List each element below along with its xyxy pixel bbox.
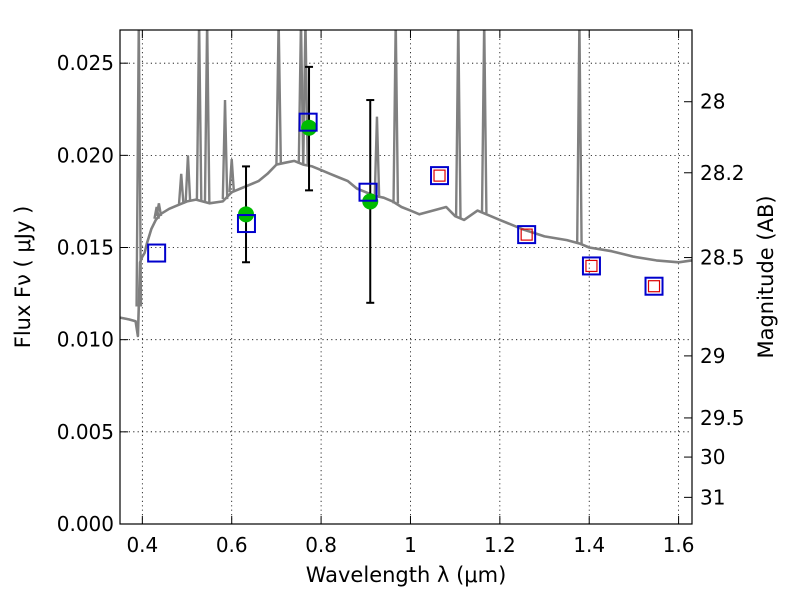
emission-line: [575, 30, 583, 244]
model-photometry-square: [298, 112, 318, 132]
emission-line: [195, 30, 203, 201]
model-photometry-square: [581, 256, 601, 276]
plot-area: [120, 30, 692, 338]
emission-line: [153, 206, 161, 219]
x-tick-label: 1.2: [484, 533, 516, 557]
emission-line: [480, 30, 488, 214]
x-tick-label: 0.4: [126, 533, 158, 557]
emission-line: [135, 30, 143, 307]
x-tick-label: 0.6: [216, 533, 248, 557]
predicted-square: [520, 228, 533, 241]
plot-frame: [119, 29, 693, 525]
right-tick-label: 29.5: [700, 406, 745, 430]
model-photometry-square: [358, 182, 378, 202]
predicted-square: [647, 280, 661, 293]
model-photometry-square: [236, 214, 256, 234]
right-tick-label: 30: [700, 445, 725, 469]
observed-point: [301, 119, 318, 136]
axes-ticks: 0.4 0.6 0.8 1 1.2 1.4 1.6 0.000 0.005 0.010 0.015 0…: [57, 30, 745, 557]
model-photometry-square: [517, 225, 537, 245]
x-tick-label: 1.6: [663, 533, 695, 557]
x-tick-label: 0.8: [305, 533, 337, 557]
emission-line: [203, 30, 211, 203]
predicted-square: [585, 259, 598, 273]
emission-line: [184, 155, 192, 202]
right-axis-label: Magnitude (AB): [754, 195, 778, 358]
emission-line: [302, 30, 309, 166]
emission-line: [373, 116, 381, 197]
right-tick-label: 28: [700, 90, 725, 114]
emission-line: [221, 100, 229, 200]
emission-line: [177, 173, 185, 204]
model-photometry-square: [430, 166, 450, 186]
x-tick-label: 1: [404, 533, 417, 557]
y-tick-label: 0.005: [57, 420, 114, 444]
y-tick-label: 0.020: [57, 143, 114, 167]
predicted-square: [433, 169, 446, 182]
y-tick-label: 0.025: [57, 51, 114, 75]
emission-line: [275, 30, 283, 165]
emission-line: [392, 30, 400, 204]
right-tick-label: 28.2: [700, 161, 745, 185]
y-tick-label: 0.000: [57, 512, 114, 536]
y-axis-label: Flux Fν ( μJy ): [11, 206, 35, 349]
y-tick-label: 0.015: [57, 236, 114, 260]
emission-line: [228, 158, 236, 193]
emission-line: [454, 30, 462, 218]
model-photometry-square: [147, 243, 167, 263]
right-tick-label: 29: [700, 344, 725, 368]
right-tick-label: 28.5: [700, 246, 745, 270]
y-tick-label: 0.010: [57, 328, 114, 352]
emission-line: [155, 203, 163, 217]
right-tick-label: 31: [700, 485, 725, 509]
model-photometry-square: [644, 276, 664, 296]
x-tick-label: 1.4: [573, 533, 605, 557]
x-axis-label: Wavelength λ (μm): [306, 563, 507, 587]
